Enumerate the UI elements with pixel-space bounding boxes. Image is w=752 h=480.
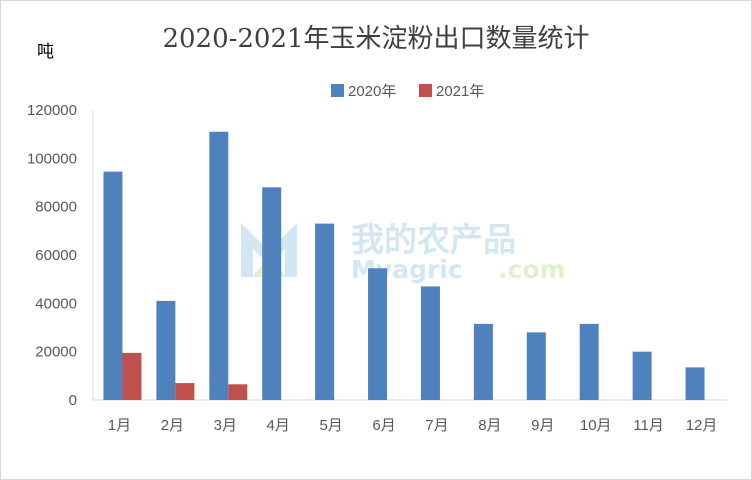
y-tick-label: 100000 bbox=[27, 150, 77, 167]
bar-s2020-4 bbox=[262, 187, 282, 400]
bar-s2020-11 bbox=[632, 351, 652, 400]
bar-s2020-1 bbox=[103, 171, 123, 400]
bar-s2020-12 bbox=[685, 367, 705, 400]
watermark-site: Myagric bbox=[351, 255, 463, 284]
bar-s2020-5 bbox=[315, 223, 335, 400]
x-tick-label: 12月 bbox=[686, 417, 718, 434]
bar-s2021-3 bbox=[228, 384, 248, 400]
x-tick-label: 10月 bbox=[580, 417, 612, 434]
bar-s2020-6 bbox=[368, 268, 388, 400]
legend-swatch-2020 bbox=[331, 84, 344, 97]
plot-area bbox=[92, 110, 728, 401]
y-tick-label: 80000 bbox=[35, 199, 77, 216]
bar-s2020-2 bbox=[156, 300, 176, 400]
x-tick-label: 3月 bbox=[214, 417, 237, 434]
x-tick-label: 4月 bbox=[267, 417, 290, 434]
x-tick-label: 2月 bbox=[161, 417, 184, 434]
bar-s2020-3 bbox=[209, 131, 229, 400]
bar-s2020-8 bbox=[473, 323, 493, 400]
chart-title: 2020-2021年玉米淀粉出口数量统计 bbox=[162, 24, 589, 54]
x-tick-label: 1月 bbox=[108, 417, 131, 434]
watermark-domain: .com bbox=[498, 255, 566, 284]
x-tick-label: 5月 bbox=[319, 417, 342, 434]
x-tick-label: 9月 bbox=[531, 417, 554, 434]
bar-s2021-1 bbox=[122, 352, 142, 400]
bar-s2020-7 bbox=[420, 286, 440, 400]
y-tick-label: 0 bbox=[69, 392, 77, 409]
y-tick-label: 20000 bbox=[35, 344, 77, 361]
legend-label-2021: 2021年 bbox=[436, 83, 484, 100]
watermark-brand: 我的农产品 bbox=[351, 220, 516, 259]
x-axis-ticks: 1月 2月 3月 4月 5月 6月 7月 8月 9月 10月 11月 12月 bbox=[108, 417, 718, 434]
watermark-logo-icon bbox=[241, 223, 297, 277]
watermark: 我的农产品 Myagric .com bbox=[241, 220, 566, 284]
x-tick-label: 11月 bbox=[633, 417, 664, 434]
legend-label-2020: 2020年 bbox=[348, 83, 396, 100]
bar-s2020-9 bbox=[526, 332, 546, 400]
legend-swatch-2021 bbox=[419, 84, 432, 97]
y-tick-label: 120000 bbox=[27, 102, 77, 119]
y-axis-unit-label: 吨 bbox=[37, 42, 54, 62]
y-axis-ticks: 0 20000 40000 60000 80000 100000 120000 bbox=[27, 102, 77, 409]
x-tick-label: 8月 bbox=[478, 417, 501, 434]
y-tick-label: 60000 bbox=[35, 247, 77, 264]
bar-s2021-2 bbox=[175, 383, 195, 400]
x-tick-label: 7月 bbox=[425, 417, 448, 434]
legend: 2020年 2021年 bbox=[331, 83, 484, 100]
y-tick-label: 40000 bbox=[35, 295, 77, 312]
x-tick-label: 6月 bbox=[372, 417, 395, 434]
bar-s2020-10 bbox=[579, 323, 599, 400]
